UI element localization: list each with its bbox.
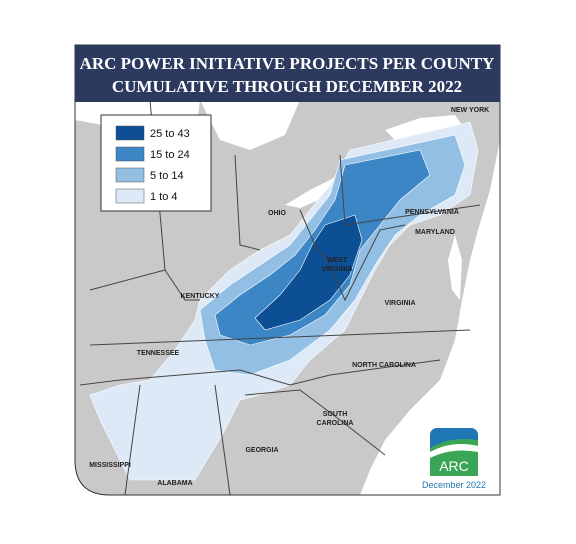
legend-label: 25 to 43 (150, 128, 190, 140)
state-label: MARYLAND (415, 229, 455, 236)
state-label: PENNSYLVANIA (405, 209, 459, 216)
legend-swatch (115, 167, 145, 183)
state-label: ALABAMA (157, 480, 192, 487)
state-label: VIRGINIA (321, 266, 352, 273)
state-label: TENNESSEE (137, 350, 180, 357)
state-label: NEW YORK (451, 107, 489, 114)
state-label: CAROLINA (317, 420, 354, 427)
state-label: SOUTH (323, 411, 348, 418)
state-label: MISSISSIPPI (89, 462, 131, 469)
state-borders (79, 99, 481, 495)
legend-label: 5 to 14 (150, 170, 184, 182)
frame (74, 44, 501, 496)
legend-label: 15 to 24 (150, 149, 190, 161)
logo-text: ARC (439, 458, 469, 474)
arc-region (89, 121, 479, 481)
legend-items: 25 to 43 15 to 24 5 to 14 1 to 4 (115, 125, 190, 204)
state-labels: NEW YORK PENNSYLVANIA OHIO MARYLAND WEST VIRG… (89, 107, 489, 487)
lake-ontario (385, 115, 462, 140)
region-25-to-43 (254, 214, 363, 331)
state-label: OHIO (268, 210, 286, 217)
ocean (360, 140, 500, 495)
state-label: VIRGINIA (384, 300, 415, 307)
legend-swatch (115, 146, 145, 162)
title-line: ARC POWER INITIATIVE PROJECTS PER COUNTY (80, 54, 495, 73)
logo-swoosh (430, 444, 478, 458)
legend-label: 1 to 4 (150, 191, 178, 203)
state-label: GEORGIA (245, 447, 278, 454)
legend-swatch (115, 188, 145, 204)
chesapeake (448, 235, 462, 300)
title-line: CUMULATIVE THROUGH DECEMBER 2022 (112, 77, 462, 96)
state-label: NORTH CAROLINA (352, 362, 416, 369)
lake-huron (200, 100, 300, 150)
date: December 2022 (422, 480, 486, 490)
legend-swatch (115, 125, 145, 141)
map-body (75, 45, 500, 495)
state-label: WEST (327, 257, 348, 264)
state-label: KENTUCKY (181, 293, 220, 300)
title-bar (75, 45, 500, 102)
